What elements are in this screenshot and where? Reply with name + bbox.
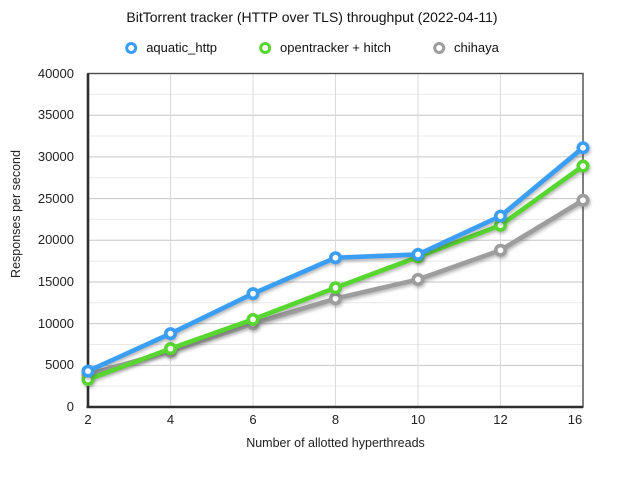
y-tick-label: 25000 [37, 190, 74, 206]
data-point-marker [328, 281, 342, 295]
x-tick-label: 10 [410, 412, 426, 427]
data-point-marker [576, 159, 590, 173]
x-axis-title: Number of allotted hyperthreads [246, 436, 425, 450]
legend-label: aquatic_http [146, 40, 218, 55]
x-tick-label: 16 [567, 412, 583, 427]
data-point-marker [246, 312, 260, 326]
data-point-marker [246, 287, 260, 301]
y-tick-label: 10000 [37, 315, 74, 331]
series-aquatic_http [81, 141, 590, 378]
data-point-marker [328, 292, 342, 306]
y-axis-title: Responses per second [9, 150, 23, 278]
legend-item-chihaya: chihaya [432, 40, 499, 55]
y-tick-label: 5000 [45, 357, 74, 373]
x-tick-label: 6 [249, 412, 257, 427]
series-marker-icon [432, 41, 445, 54]
data-point-marker [493, 243, 507, 257]
data-point-marker [328, 251, 342, 265]
y-tick-label: 0 [66, 399, 74, 414]
series-marker-icon [259, 41, 272, 54]
x-tick-label: 2 [84, 412, 92, 427]
legend-label: opentracker + hitch [280, 40, 391, 55]
chart-title: BitTorrent tracker (HTTP over TLS) throu… [126, 9, 498, 25]
legend-item-opentracker-hitch: opentracker + hitch [259, 40, 391, 55]
data-point-marker [81, 364, 95, 378]
y-tick-label: 40000 [37, 65, 74, 81]
data-point-marker [576, 141, 590, 155]
legend: aquatic_http opentracker + hitch chihaya [125, 40, 499, 55]
x-tick-label: 12 [493, 412, 508, 427]
y-tick-label: 20000 [37, 232, 74, 248]
data-point-marker [411, 247, 425, 261]
data-point-marker [164, 327, 178, 341]
y-tick-label: 30000 [37, 148, 74, 164]
data-point-marker [164, 342, 178, 356]
x-tick-label: 4 [166, 412, 175, 427]
data-point-marker [576, 193, 590, 207]
legend-label: chihaya [453, 40, 499, 55]
data-point-marker [493, 209, 507, 223]
y-tick-label: 15000 [37, 273, 74, 289]
legend-item-aquatic-http: aquatic_http [125, 40, 217, 55]
series-marker-icon [125, 41, 138, 54]
data-point-marker [411, 272, 425, 286]
y-tick-label: 35000 [37, 107, 74, 123]
x-tick-label: 8 [331, 412, 340, 427]
